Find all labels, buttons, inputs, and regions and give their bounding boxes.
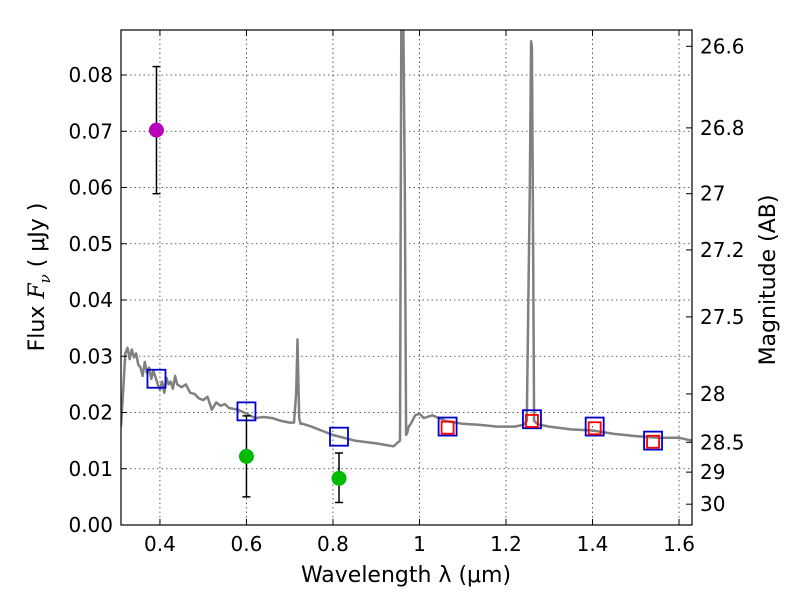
model-band-fluxes-marker [643,430,663,451]
magnitude-tick-label: 30 [700,492,725,516]
y-axis-label-unit: ( μJy ) [25,203,50,275]
y-axis-label: Flux Fν ( μJy ) [25,203,54,352]
y-tick-label: 0.07 [68,119,113,143]
magnitude-axis-ticks: 26.6 26.8 27 27.2 27.5 28 28.5 29 30 [686,34,745,516]
observed-fluxes-small-marker [587,421,602,436]
x-axis-ticks: 0.4 0.6 0.8 1 1.2 1.4 1.6 [144,30,695,556]
observed-fluxes-small-marker [440,420,455,435]
plot-frame [120,29,693,526]
x-tick-label: 1 [413,532,426,556]
x-tick-label: 0.8 [317,532,349,556]
x-axis-label: Wavelength λ (μm) [301,563,511,588]
magnitude-tick-label: 29 [700,460,725,484]
magnitude-tick-label: 26.8 [700,116,745,140]
y-tick-label: 0.05 [68,232,113,256]
magnitude-tick-label: 26.6 [700,34,745,58]
model-band-fluxes-marker [146,368,167,389]
y-axis-label-symbol: F [25,283,50,300]
y-tick-label: 0.08 [68,63,113,87]
magnitude-tick-label: 27.5 [700,305,745,329]
magnitude-tick-label: 28.5 [700,430,745,454]
y-tick-label: 0.06 [68,176,113,200]
model-band-fluxes-marker [584,416,605,437]
magnitude-axis-label: Magnitude (AB) [756,195,781,366]
magnitude-tick-label: 28 [700,382,725,406]
y-tick-label: 0.04 [68,288,113,312]
observed-fluxes-small-marker [525,414,539,428]
x-tick-label: 0.4 [144,532,176,556]
y-tick-label: 0.03 [68,344,113,368]
detections-green-point [331,470,347,486]
x-tick-label: 1.4 [577,532,609,556]
x-tick-label: 1.2 [490,532,522,556]
y-axis-label-subscript: ν [36,274,54,283]
y-tick-label: 0.02 [68,401,113,425]
detections-green-point [238,448,254,464]
model-band-fluxes-marker [437,416,458,437]
x-tick-label: 0.6 [231,532,263,556]
grid [121,30,692,526]
observed-fluxes-small-marker [646,434,660,449]
model-band-fluxes-marker [522,409,542,430]
y-axis-label-prefix: Flux [25,299,50,352]
y-tick-label: 0.00 [68,513,113,537]
y-tick-label: 0.01 [68,457,113,481]
y-axis-ticks: 0.00 0.01 0.02 0.03 0.04 0.05 0.06 0.07 0.08 [68,63,127,537]
detection-magenta-point [148,122,164,138]
model-band-fluxes-marker [329,426,349,447]
magnitude-tick-label: 27 [700,182,725,206]
x-tick-label: 1.6 [663,532,695,556]
plot-markers [146,65,663,504]
magnitude-tick-label: 27.2 [700,238,745,262]
